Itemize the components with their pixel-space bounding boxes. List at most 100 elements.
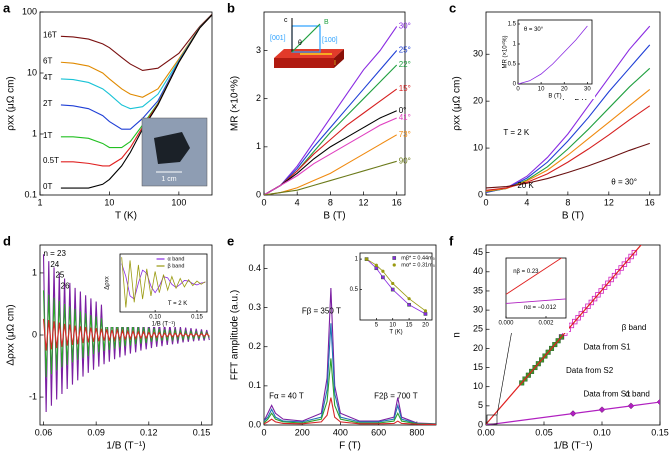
legend-label: mβ* = 0.44m₀ bbox=[401, 255, 435, 261]
y-tick-label: 20 bbox=[473, 96, 483, 106]
y-tick-label: 1 bbox=[32, 267, 37, 277]
series-label: 0T bbox=[43, 182, 52, 191]
y-tick-label: 0.5 bbox=[350, 287, 359, 293]
fit-line bbox=[506, 298, 566, 304]
data-point bbox=[407, 302, 411, 307]
annotation: β band bbox=[622, 323, 647, 332]
series-label: 22° bbox=[399, 60, 411, 69]
x-tick-label: 12 bbox=[604, 197, 614, 207]
x-axis-label: B (T) bbox=[323, 211, 345, 222]
series-label: 1T bbox=[43, 131, 52, 140]
panel-label: a bbox=[3, 0, 11, 15]
data-point bbox=[605, 280, 611, 286]
y-axis-label: ρxx (μΩ cm) bbox=[452, 76, 463, 130]
plot-area bbox=[121, 257, 206, 308]
data-point bbox=[423, 309, 428, 313]
y-tick-label: 0.4 bbox=[248, 263, 261, 273]
y-tick-label: 100 bbox=[22, 6, 37, 16]
series-line bbox=[486, 105, 651, 191]
plot-frame bbox=[263, 11, 406, 196]
data-point bbox=[392, 263, 396, 267]
annotation: θ = 30° bbox=[524, 27, 544, 33]
plot-area bbox=[486, 245, 660, 425]
series-label: 16T bbox=[43, 30, 57, 39]
panel-label: c bbox=[449, 0, 456, 15]
legend-label: β band bbox=[168, 263, 185, 269]
series-label: 41° bbox=[399, 113, 411, 122]
x-axis-label: B (T) bbox=[562, 211, 584, 222]
plot-frame bbox=[517, 19, 593, 85]
series-line bbox=[518, 25, 588, 84]
data-point bbox=[374, 263, 378, 267]
plot-frame bbox=[505, 257, 567, 319]
data-point bbox=[625, 257, 631, 264]
x-tick-label: 0.05 bbox=[535, 427, 553, 437]
x-tick-label: 0 bbox=[483, 197, 488, 207]
plot-area bbox=[486, 25, 651, 194]
series-label: 6T bbox=[43, 56, 52, 65]
data-point bbox=[572, 318, 578, 325]
plot-area bbox=[518, 25, 588, 84]
x-tick-label: 16 bbox=[392, 197, 402, 207]
annotation: 20 K bbox=[517, 181, 534, 190]
x-axis-label: 1/B (T⁻¹) bbox=[152, 322, 176, 328]
y-axis-label: FFT amplitude (a.u.) bbox=[230, 290, 241, 380]
data-point bbox=[381, 275, 385, 280]
x-tick-label: 4 bbox=[295, 197, 300, 207]
annotation: n = 23 bbox=[43, 249, 66, 258]
legend-label: mα* = 0.31m₀ bbox=[401, 262, 435, 268]
y-tick-label: 20 bbox=[473, 343, 483, 353]
series-line bbox=[121, 257, 206, 308]
annotation: T = 2 K bbox=[503, 128, 530, 137]
x-tick-label: 0 bbox=[261, 197, 266, 207]
y-tick-label: 0.0 bbox=[248, 419, 261, 429]
plot-frame bbox=[485, 244, 661, 426]
x-tick-label: 0.10 bbox=[593, 427, 611, 437]
y-tick-label: 10 bbox=[473, 142, 483, 152]
slab-side bbox=[334, 49, 344, 68]
y-tick-label: 0 bbox=[256, 189, 261, 199]
annotation: α band bbox=[625, 390, 650, 399]
annotation: Fβ = 350 T bbox=[302, 307, 341, 316]
y-tick-label: 0 bbox=[478, 189, 483, 199]
plot-area bbox=[60, 13, 212, 189]
y-tick-label: 1 bbox=[513, 42, 517, 48]
data-point bbox=[598, 288, 604, 294]
panel-label: d bbox=[3, 233, 11, 248]
data-point bbox=[374, 266, 379, 271]
data-point bbox=[585, 303, 591, 309]
plot-frame bbox=[39, 11, 213, 196]
data-point bbox=[621, 261, 628, 267]
y-tick-label: 40 bbox=[473, 266, 483, 276]
annotation: θ = 30° bbox=[611, 177, 637, 186]
data-point bbox=[364, 257, 369, 261]
data-point bbox=[582, 307, 588, 313]
y-axis-label: n bbox=[452, 332, 463, 338]
data-point bbox=[575, 315, 581, 321]
data-point bbox=[381, 269, 385, 273]
series-line bbox=[264, 117, 397, 195]
x-tick-label: 0.15 bbox=[193, 427, 211, 437]
x-tick-label: 100 bbox=[171, 197, 186, 207]
x-tick-label: 800 bbox=[409, 427, 424, 437]
annotation: 24 bbox=[50, 260, 59, 269]
data-point bbox=[568, 322, 575, 329]
annotation: F2β = 700 T bbox=[374, 391, 418, 400]
y-axis-label: MR (×10⁴%) bbox=[502, 35, 509, 68]
annotation: Data from S1 bbox=[583, 343, 631, 352]
legend-label: α band bbox=[168, 256, 185, 262]
plot-area bbox=[264, 26, 398, 195]
plot-frame bbox=[119, 253, 208, 313]
x-tick-label: 0.00 bbox=[477, 427, 495, 437]
y-axis-label: MR (×10⁴%) bbox=[230, 76, 241, 131]
x-tick-label: 0.12 bbox=[140, 427, 158, 437]
y-tick-label: 1.5 bbox=[508, 22, 517, 28]
zoom-arrow bbox=[496, 329, 513, 416]
series-line bbox=[60, 13, 212, 72]
crystal bbox=[154, 132, 190, 164]
x-tick-label: 0 bbox=[516, 87, 520, 93]
x-tick-label: 30 bbox=[584, 87, 591, 93]
data-point bbox=[392, 256, 397, 260]
y-tick-label: -1 bbox=[29, 391, 37, 401]
